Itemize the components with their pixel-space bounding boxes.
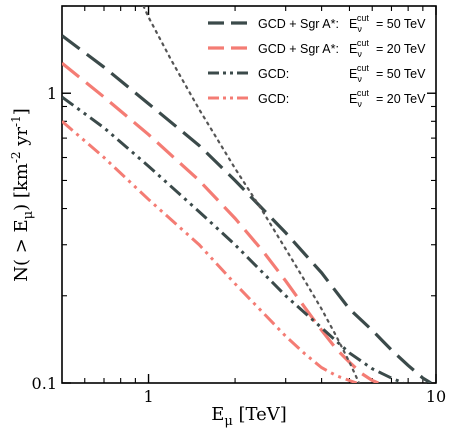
series-line-1	[62, 34, 432, 383]
y-tick-label: 0.1	[32, 374, 57, 393]
axis-ticks: 1 10 0.1 1	[32, 5, 446, 406]
legend-energy-symbol: Eνcut	[349, 38, 369, 59]
legend-energy-symbol: Eνcut	[349, 63, 369, 84]
legend: GCD + Sgr A*: Eνcut = 50 TeV GCD + Sgr A*: E…	[208, 13, 426, 109]
x-tick-label: 1	[143, 387, 153, 406]
series-line-4	[62, 120, 358, 383]
legend-energy-symbol: Eνcut	[349, 88, 369, 109]
legend-label: GCD:	[258, 67, 289, 81]
series-line-2	[62, 61, 379, 383]
legend-value: = 50 TeV	[376, 17, 426, 31]
series-lines	[62, 6, 432, 383]
x-tick-label: 10	[426, 387, 446, 406]
legend-value: = 20 TeV	[376, 42, 426, 56]
legend-value: = 50 TeV	[376, 67, 426, 81]
series-line-3	[62, 95, 404, 383]
series-line-5	[142, 6, 361, 383]
y-axis-label: N( > Eμ) [km-2 yr-1]	[9, 108, 36, 282]
legend-label: GCD:	[258, 92, 289, 106]
legend-label: GCD + Sgr A*:	[258, 42, 339, 56]
x-axis-label: Eμ [TeV]	[211, 404, 287, 429]
legend-value: = 20 TeV	[376, 92, 426, 106]
plot-frame	[61, 5, 437, 384]
legend-energy-symbol: Eνcut	[349, 13, 369, 34]
legend-label: GCD + Sgr A*:	[258, 17, 339, 31]
y-tick-label: 1	[47, 84, 57, 103]
